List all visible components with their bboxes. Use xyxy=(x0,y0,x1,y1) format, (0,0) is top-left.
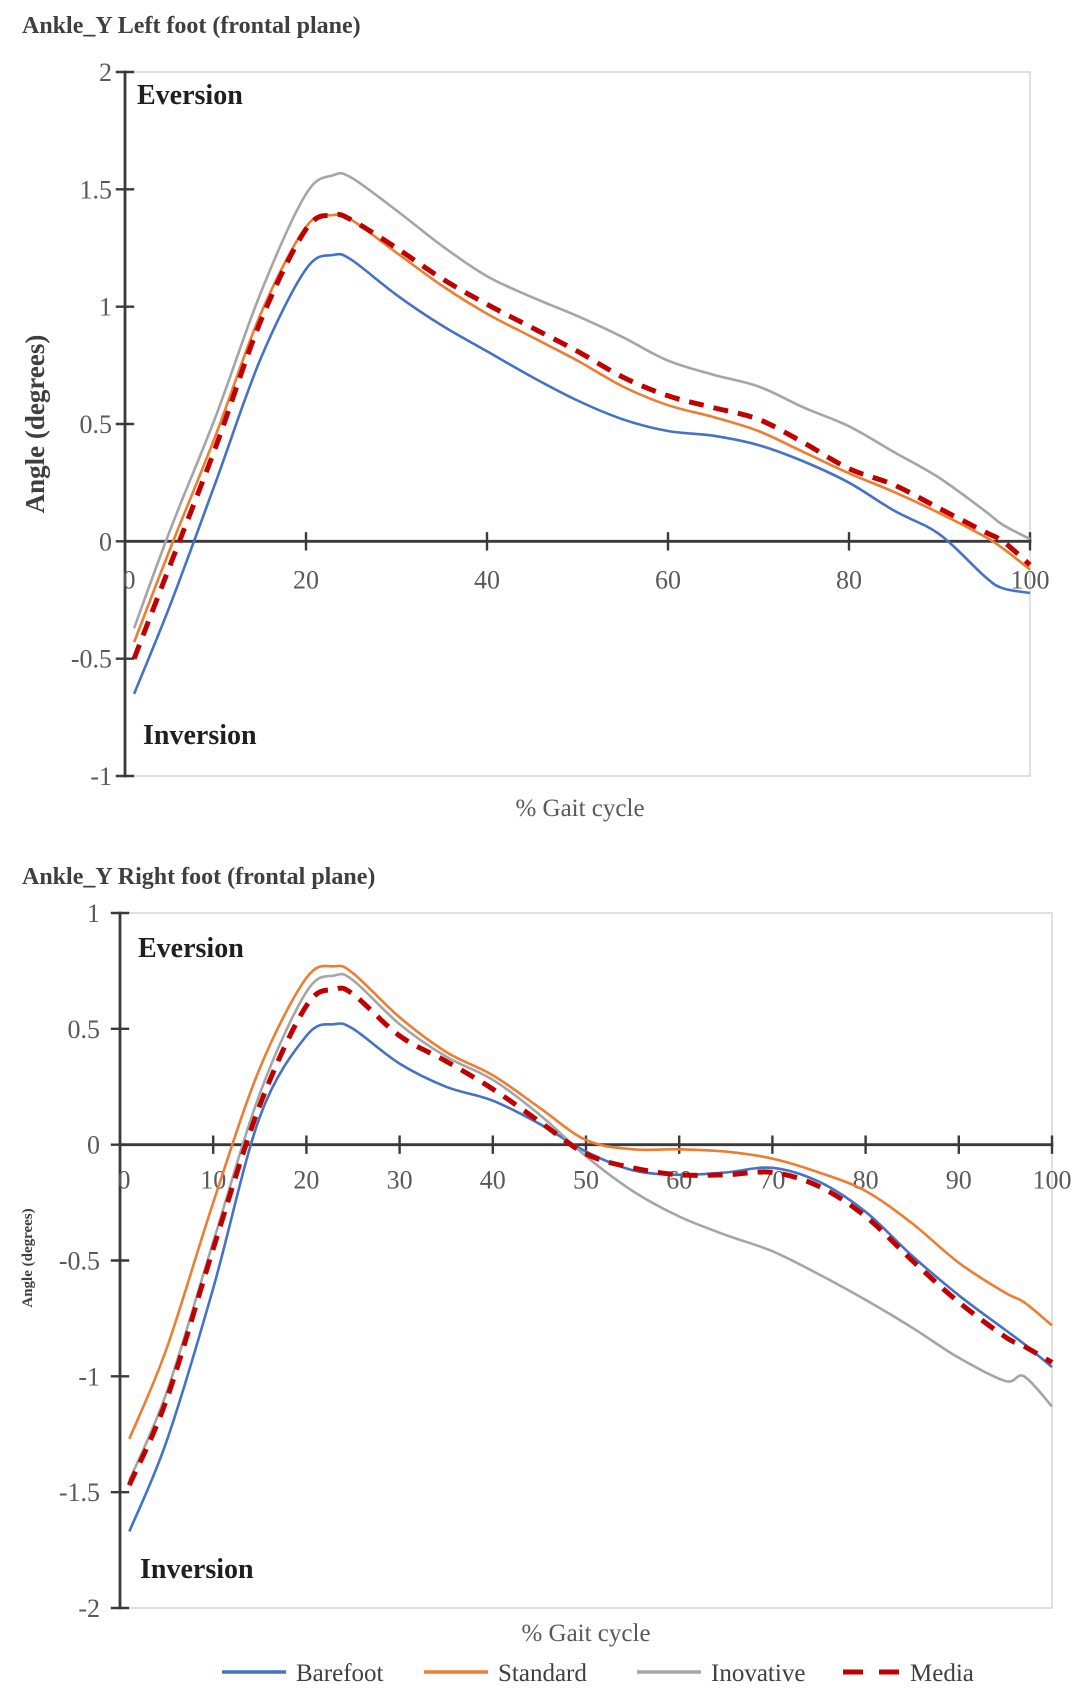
right-foot-chart: Ankle_Y Right foot (frontal plane) 1 0.5 0… xyxy=(20,864,1072,1647)
legend-label-barefoot: Barefoot xyxy=(296,1660,384,1687)
legend-item-inovative: Inovative xyxy=(637,1660,805,1687)
legend-label-standard: Standard xyxy=(498,1660,587,1687)
x-tick-label: 80 xyxy=(836,565,862,594)
chart-title-right: Ankle_Y Right foot (frontal plane) xyxy=(22,864,375,890)
y-tick-label: 1.5 xyxy=(80,175,113,204)
x-tick-label: 40 xyxy=(474,565,500,594)
y-axis-title-right: Angle (degrees) xyxy=(20,1208,36,1307)
y-tick-label: 1 xyxy=(99,293,112,322)
series-line-inovative xyxy=(128,972,1053,1482)
x-tick-label: 50 xyxy=(573,1166,599,1195)
eversion-label-left: Eversion xyxy=(137,80,243,111)
x-tick-label: 20 xyxy=(293,1166,319,1195)
left-foot-chart: Ankle_Y Left foot (frontal plane) 21.510… xyxy=(20,13,1050,822)
x-tick-label: 0 xyxy=(118,1166,131,1195)
legend-item-barefoot: Barefoot xyxy=(222,1660,384,1687)
legend-label-media: Media xyxy=(910,1660,974,1687)
x-tick-label: 30 xyxy=(387,1166,413,1195)
x-tick-label: 0 xyxy=(123,565,136,594)
series-line-media xyxy=(127,985,1054,1487)
x-tick-label: 40 xyxy=(480,1166,506,1195)
y-tick-label: -2 xyxy=(78,1594,100,1623)
inversion-label-left: Inversion xyxy=(143,720,257,751)
y-tick-label: 1 xyxy=(87,899,100,928)
x-tick-label: 60 xyxy=(666,1166,692,1195)
y-tick-label: -0.5 xyxy=(59,1247,100,1276)
series-line-standard xyxy=(132,213,1031,643)
x-tick-label: 90 xyxy=(946,1166,972,1195)
y-tick-label: 0 xyxy=(87,1131,100,1160)
y-tick-label: 0 xyxy=(99,527,112,556)
x-tick-label: 100 xyxy=(1033,1166,1072,1195)
legend-item-standard: Standard xyxy=(424,1660,587,1687)
y-tick-label: -1 xyxy=(78,1362,100,1391)
y-axis-title-left: Angle (degrees) xyxy=(20,335,50,514)
series-line-inovative xyxy=(132,171,1031,629)
x-tick-label: 100 xyxy=(1011,565,1050,594)
y-tick-label: -1.5 xyxy=(59,1478,100,1507)
legend-item-media: Media xyxy=(843,1660,974,1687)
plot-frame xyxy=(124,71,1031,777)
legend: Barefoot Standard Inovative Media xyxy=(222,1660,974,1687)
x-axis-title-left: % Gait cycle xyxy=(515,795,644,822)
series-line-barefoot xyxy=(132,252,1031,695)
right-foot-plot-area: 10.50-0.5-1-1.5-20 10 20 30 40 50 60 70 80 90 100 xyxy=(59,899,1072,1623)
series-line-standard xyxy=(128,964,1053,1440)
left-foot-plot-area: 2 1.5 1 0.5 0 -0.5 -1 0 20 40 60 80 100 xyxy=(71,58,1050,791)
legend-label-inovative: Inovative xyxy=(711,1660,805,1687)
y-tick-label: -0.5 xyxy=(71,645,112,674)
series-line-media xyxy=(131,211,1032,660)
inversion-label-right: Inversion xyxy=(140,1554,254,1585)
chart-title-left: Ankle_Y Left foot (frontal plane) xyxy=(22,13,361,39)
y-tick-label: 0.5 xyxy=(68,1015,101,1044)
y-tick-label: -1 xyxy=(90,762,112,791)
y-tick-label: 2 xyxy=(99,58,112,87)
eversion-label-right: Eversion xyxy=(138,933,244,964)
series-line-barefoot xyxy=(128,1022,1053,1532)
x-axis-title-right: % Gait cycle xyxy=(521,1620,650,1647)
y-tick-label: 0.5 xyxy=(80,410,113,439)
x-tick-label: 60 xyxy=(655,565,681,594)
x-tick-label: 10 xyxy=(200,1166,226,1195)
x-tick-label: 20 xyxy=(293,565,319,594)
